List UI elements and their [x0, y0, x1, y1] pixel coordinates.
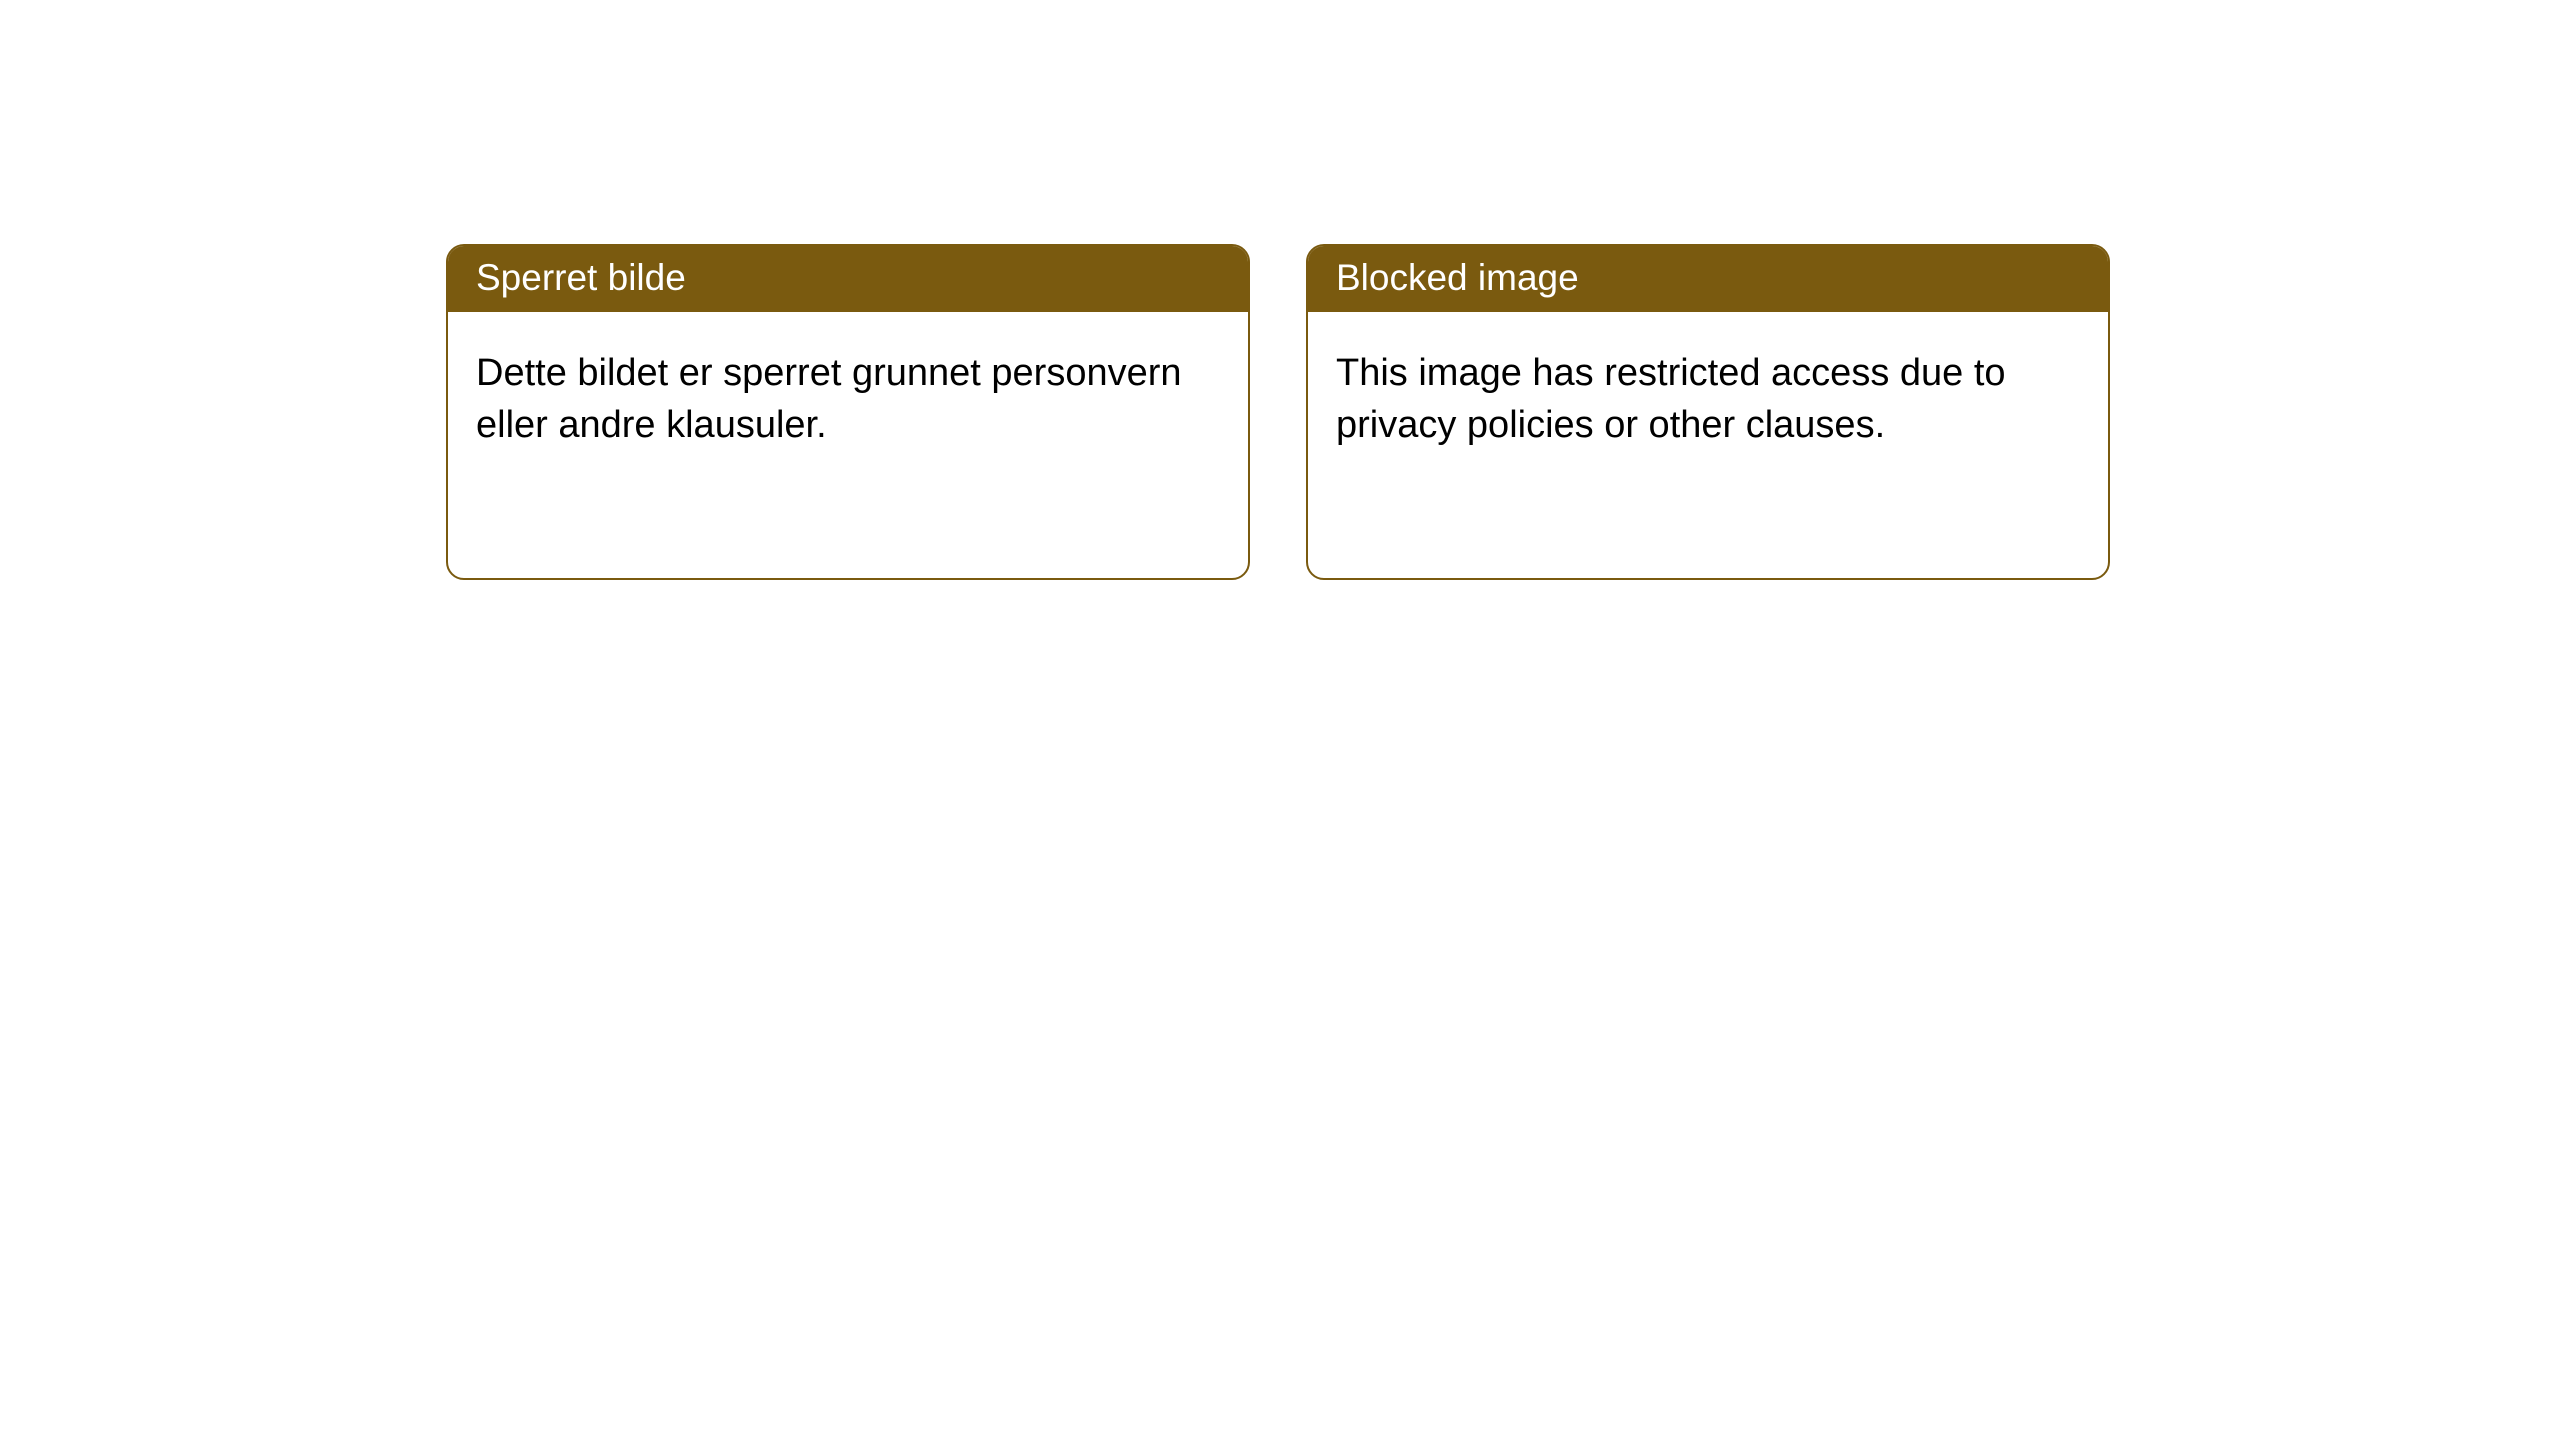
- card-title: Blocked image: [1336, 257, 1579, 298]
- card-title: Sperret bilde: [476, 257, 686, 298]
- blocked-image-card-norwegian: Sperret bilde Dette bildet er sperret gr…: [446, 244, 1250, 580]
- notice-container: Sperret bilde Dette bildet er sperret gr…: [0, 0, 2560, 580]
- card-body: This image has restricted access due to …: [1308, 312, 2108, 487]
- blocked-image-card-english: Blocked image This image has restricted …: [1306, 244, 2110, 580]
- card-header: Sperret bilde: [448, 246, 1248, 312]
- card-body: Dette bildet er sperret grunnet personve…: [448, 312, 1248, 487]
- card-header: Blocked image: [1308, 246, 2108, 312]
- card-message: This image has restricted access due to …: [1336, 352, 2006, 445]
- card-message: Dette bildet er sperret grunnet personve…: [476, 352, 1182, 445]
